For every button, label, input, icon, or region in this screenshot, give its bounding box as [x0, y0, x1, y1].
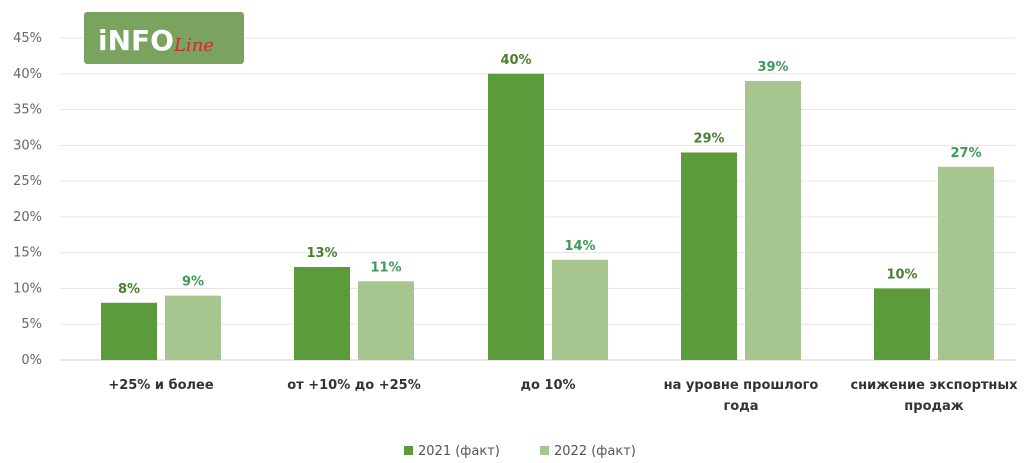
category-label: года: [724, 399, 759, 414]
bars: [101, 73, 994, 361]
data-labels: 8% 13% 40% 29% 10% 9% 11% 14% 39% 27%: [118, 53, 982, 297]
data-label: 29%: [693, 131, 724, 146]
logo: iNFO Line: [84, 12, 244, 64]
y-tick-label: 40%: [13, 67, 42, 82]
data-label: 40%: [500, 53, 531, 68]
y-tick-label: 30%: [13, 138, 42, 153]
bar-2-3: [552, 259, 608, 360]
logo-background: [84, 12, 244, 64]
data-label: 27%: [950, 146, 981, 161]
logo-text-main: iNFO: [98, 24, 174, 57]
y-tick-label: 25%: [13, 174, 42, 189]
legend: 2021 (факт) 2022 (факт): [404, 444, 636, 459]
data-label: 39%: [757, 60, 788, 75]
legend-label-1: 2021 (факт): [418, 444, 500, 459]
category-label: +25% и более: [108, 378, 214, 393]
bar-2-5: [938, 166, 994, 360]
bar-1-4: [681, 152, 737, 360]
bar-1-2: [294, 266, 350, 360]
bar-2-4: [745, 80, 801, 360]
data-label: 9%: [182, 275, 204, 290]
y-axis-ticks: 0% 5% 10% 15% 20% 25% 30% 35% 40% 45%: [13, 31, 42, 368]
category-label: от +10% до +25%: [287, 378, 421, 393]
legend-swatch-1: [404, 446, 413, 455]
data-label: 13%: [306, 246, 337, 261]
category-label: снижение экспортных: [850, 378, 1018, 393]
category-label: продаж: [904, 399, 963, 414]
y-tick-label: 15%: [13, 246, 42, 261]
legend-swatch-2: [540, 446, 549, 455]
legend-label-2: 2022 (факт): [554, 444, 636, 459]
data-label: 11%: [370, 260, 401, 275]
bar-2-2: [358, 281, 414, 360]
bar-1-3: [488, 73, 544, 361]
x-axis-categories: +25% и более от +10% до +25% до 10% на уров…: [108, 378, 1018, 414]
bar-1-1: [101, 302, 157, 360]
y-tick-label: 20%: [13, 210, 42, 225]
category-label: на уровне прошлого: [664, 378, 819, 393]
y-tick-label: 10%: [13, 281, 42, 296]
logo-text-script: Line: [173, 35, 214, 56]
y-tick-label: 45%: [13, 31, 42, 46]
y-tick-label: 5%: [21, 317, 42, 332]
bar-2-1: [165, 295, 221, 360]
y-tick-label: 35%: [13, 103, 42, 118]
data-label: 8%: [118, 282, 140, 297]
data-label: 14%: [564, 239, 595, 254]
y-tick-label: 0%: [21, 353, 42, 368]
category-label: до 10%: [520, 378, 575, 393]
data-label: 10%: [886, 267, 917, 282]
bar-1-5: [874, 288, 930, 360]
